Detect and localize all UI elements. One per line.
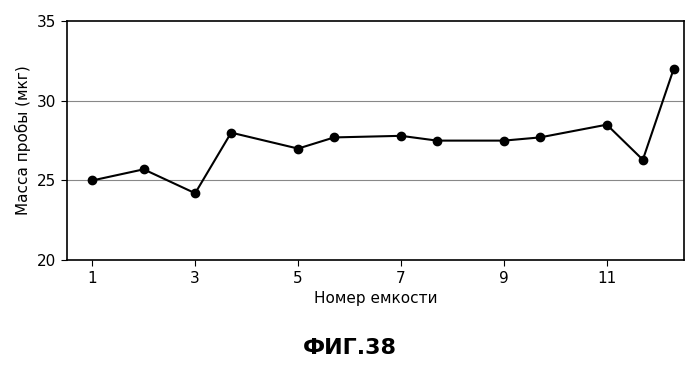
Text: ФИГ.38: ФИГ.38 — [303, 338, 396, 358]
X-axis label: Номер емкости: Номер емкости — [314, 291, 437, 306]
Y-axis label: Масса пробы (мкг): Масса пробы (мкг) — [15, 66, 31, 215]
